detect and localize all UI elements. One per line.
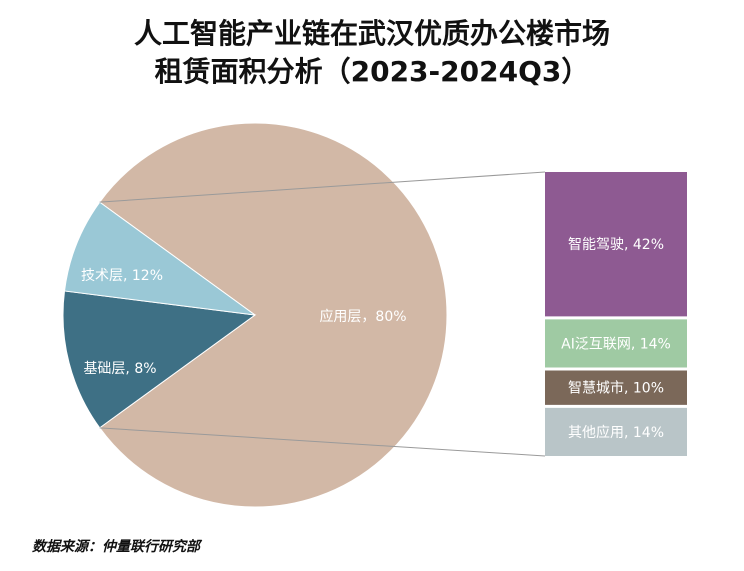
pie-slice-base — [63, 201, 256, 316]
pie-label-application: 应用层，80% — [319, 308, 406, 325]
connector-line-bottom — [99, 427, 546, 457]
bar-label-aiot: AI泛互联网, 14% — [561, 336, 671, 352]
chart-title-line1: 人工智能产业链在武汉优质办公楼市场 — [133, 17, 610, 50]
pie-label-base: 基础层, 8% — [83, 360, 156, 377]
pie-slice-application — [98, 122, 448, 508]
bar-segment-other-app — [545, 407, 687, 456]
bar-label-other-app: 其他应用, 14% — [568, 424, 664, 441]
bar-label-smart-city: 智慧城市, 10% — [568, 380, 664, 397]
pie-label-tech: 技术层, 12% — [81, 268, 163, 284]
bar-segment-autonomous — [545, 172, 687, 317]
source-note: 数据来源：仲量联行研究部 — [32, 539, 200, 555]
bar-segment-aiot — [545, 319, 687, 368]
connector-line-top — [99, 171, 546, 203]
bar-label-autonomous: 智能驾驶, 42% — [568, 237, 664, 253]
pie-slice-tech — [62, 290, 257, 429]
bar-segment-smart-city — [545, 370, 687, 405]
chart-title-line2: 租赁面积分析（2023-2024Q3） — [154, 55, 590, 88]
